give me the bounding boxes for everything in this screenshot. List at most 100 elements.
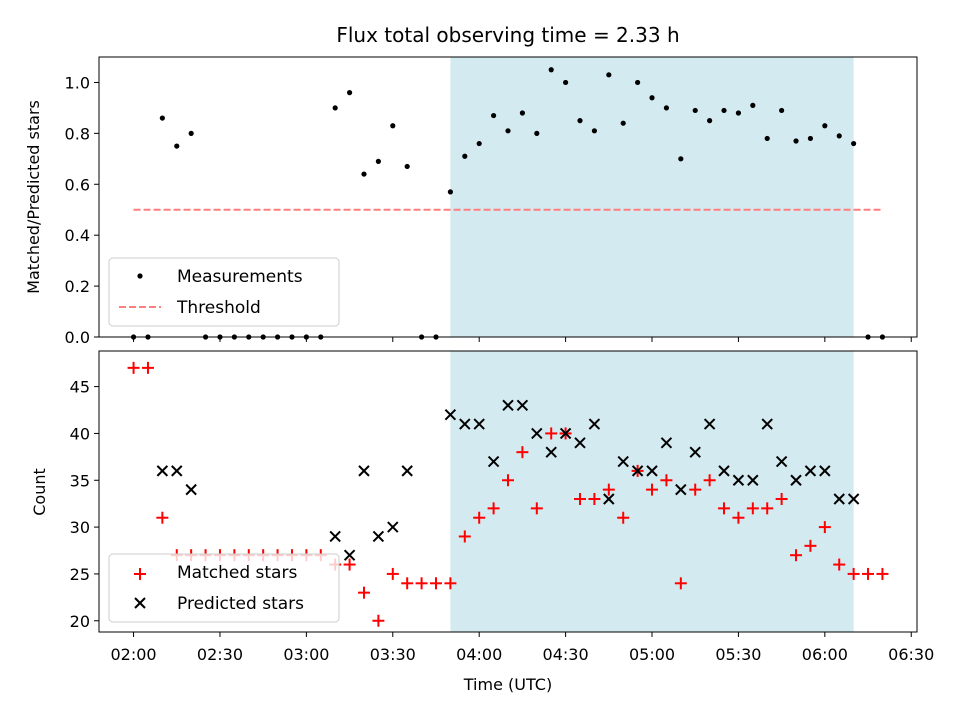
matched-star-point [574, 492, 587, 505]
predicted-star-point [545, 446, 557, 458]
measurement-point [375, 158, 381, 164]
matched-star-point [761, 502, 774, 515]
predicted-star-point [631, 465, 644, 477]
matched-star-point [718, 502, 731, 515]
predicted-star-point [502, 399, 514, 412]
bottom-legend: Matched stars Predicted stars [108, 553, 340, 623]
matched-star-point [156, 511, 169, 524]
bottom-legend-box [108, 553, 340, 623]
predicted-star-point [574, 437, 586, 449]
matched-star-point [429, 577, 442, 590]
x-tick-label-9: 06:30 [888, 645, 934, 664]
measurement-point [606, 72, 612, 78]
x-tick-label-8: 06:00 [802, 645, 848, 664]
measurement-point [663, 105, 670, 111]
measurement-point [346, 90, 353, 96]
measurement-point [721, 107, 727, 114]
top-measurements-layer [130, 67, 886, 340]
matched-star-point [502, 474, 514, 487]
predicted-star-point [847, 493, 860, 505]
predicted-star-point [660, 437, 673, 449]
predicted-star-point [531, 427, 543, 440]
measurement-point [793, 138, 799, 144]
matched-star-point [646, 483, 659, 496]
matched-star-point [588, 492, 601, 505]
matched-star-point [473, 511, 486, 524]
matched-star-point [617, 511, 630, 524]
predicted-star-point [689, 446, 701, 458]
predicted-star-point [775, 455, 788, 468]
bottom-y-tick-label-3: 35 [70, 471, 90, 490]
matched-star-point [343, 558, 356, 571]
measurement-point [174, 143, 180, 149]
predicted-star-point [459, 418, 471, 430]
matched-star-point [516, 446, 529, 459]
legend-predicted-label: Predicted stars [177, 594, 304, 614]
matched-star-point [775, 492, 788, 505]
measurement-point [447, 189, 453, 195]
predicted-star-point [171, 465, 183, 477]
predicted-star-point [487, 455, 500, 468]
matched-star-point [862, 567, 875, 580]
x-tick-label-1: 02:30 [197, 645, 243, 664]
top-y-tick-label-5: 1.0 [65, 73, 90, 92]
measurement-point [591, 128, 598, 134]
x-tick-label-4: 04:00 [456, 645, 502, 664]
matched-star-point [689, 483, 702, 496]
matched-star-point [141, 361, 154, 374]
measurement-point [519, 110, 526, 116]
measurement-point [707, 118, 713, 124]
predicted-star-point [790, 474, 802, 486]
measurement-point [620, 120, 626, 126]
matched-star-point [732, 511, 745, 524]
predicted-star-point [372, 530, 385, 543]
measurement-point [332, 105, 338, 111]
bottom-y-tick-label-1: 25 [70, 565, 90, 584]
matched-star-point [127, 361, 140, 374]
measurement-point [390, 123, 396, 129]
bottom-y-ticks: 20 25 30 35 40 45 [70, 378, 99, 631]
predicted-star-point [703, 418, 716, 430]
predicted-star-point [588, 418, 601, 430]
predicted-star-point [718, 465, 730, 477]
x-tick-label-7: 05:30 [715, 645, 761, 664]
matched-star-point [818, 521, 831, 534]
top-legend-box [108, 257, 340, 327]
predicted-star-point [732, 474, 745, 486]
predicted-star-point [516, 399, 529, 412]
measurement-point [548, 67, 554, 73]
measurement-point [462, 153, 468, 159]
top-y-tick-label-1: 0.2 [65, 277, 90, 296]
bottom-y-axis-label: Count [30, 468, 49, 516]
measurement-point [635, 79, 641, 86]
measurement-point [577, 118, 583, 124]
matched-star-point [386, 567, 399, 580]
predicted-star-point [473, 418, 485, 430]
measurement-point [678, 156, 684, 162]
measurement-point [361, 171, 367, 177]
chart-title: Flux total observing time = 2.33 h [336, 23, 679, 47]
predicted-star-point [387, 521, 399, 533]
top-y-axis-label: Matched/Predicted stars [24, 100, 43, 294]
matched-star-point [602, 483, 615, 496]
measurement-point [534, 130, 540, 136]
measurement-point [836, 133, 842, 139]
predicted-star-point [819, 465, 831, 477]
top-y-tick-label-0: 0.0 [65, 328, 90, 347]
measurement-point [822, 123, 828, 129]
matched-star-point [746, 502, 759, 515]
legend-measurements-label: Measurements [177, 267, 303, 287]
matched-star-point [458, 530, 471, 543]
matched-star-point [833, 558, 846, 571]
x-tick-label-6: 05:00 [629, 645, 675, 664]
predicted-star-point [156, 465, 169, 477]
predicted-star-point [833, 493, 845, 505]
legend-predicted-marker [134, 597, 146, 609]
x-tick-label-2: 03:00 [283, 645, 329, 664]
top-y-ticks: 0.0 0.2 0.4 0.6 0.8 1.0 [65, 73, 99, 347]
predicted-star-point [761, 418, 773, 430]
matched-star-point [444, 577, 457, 590]
measurement-point [779, 107, 785, 114]
matched-star-point [401, 577, 414, 590]
matched-star-point [847, 567, 860, 580]
